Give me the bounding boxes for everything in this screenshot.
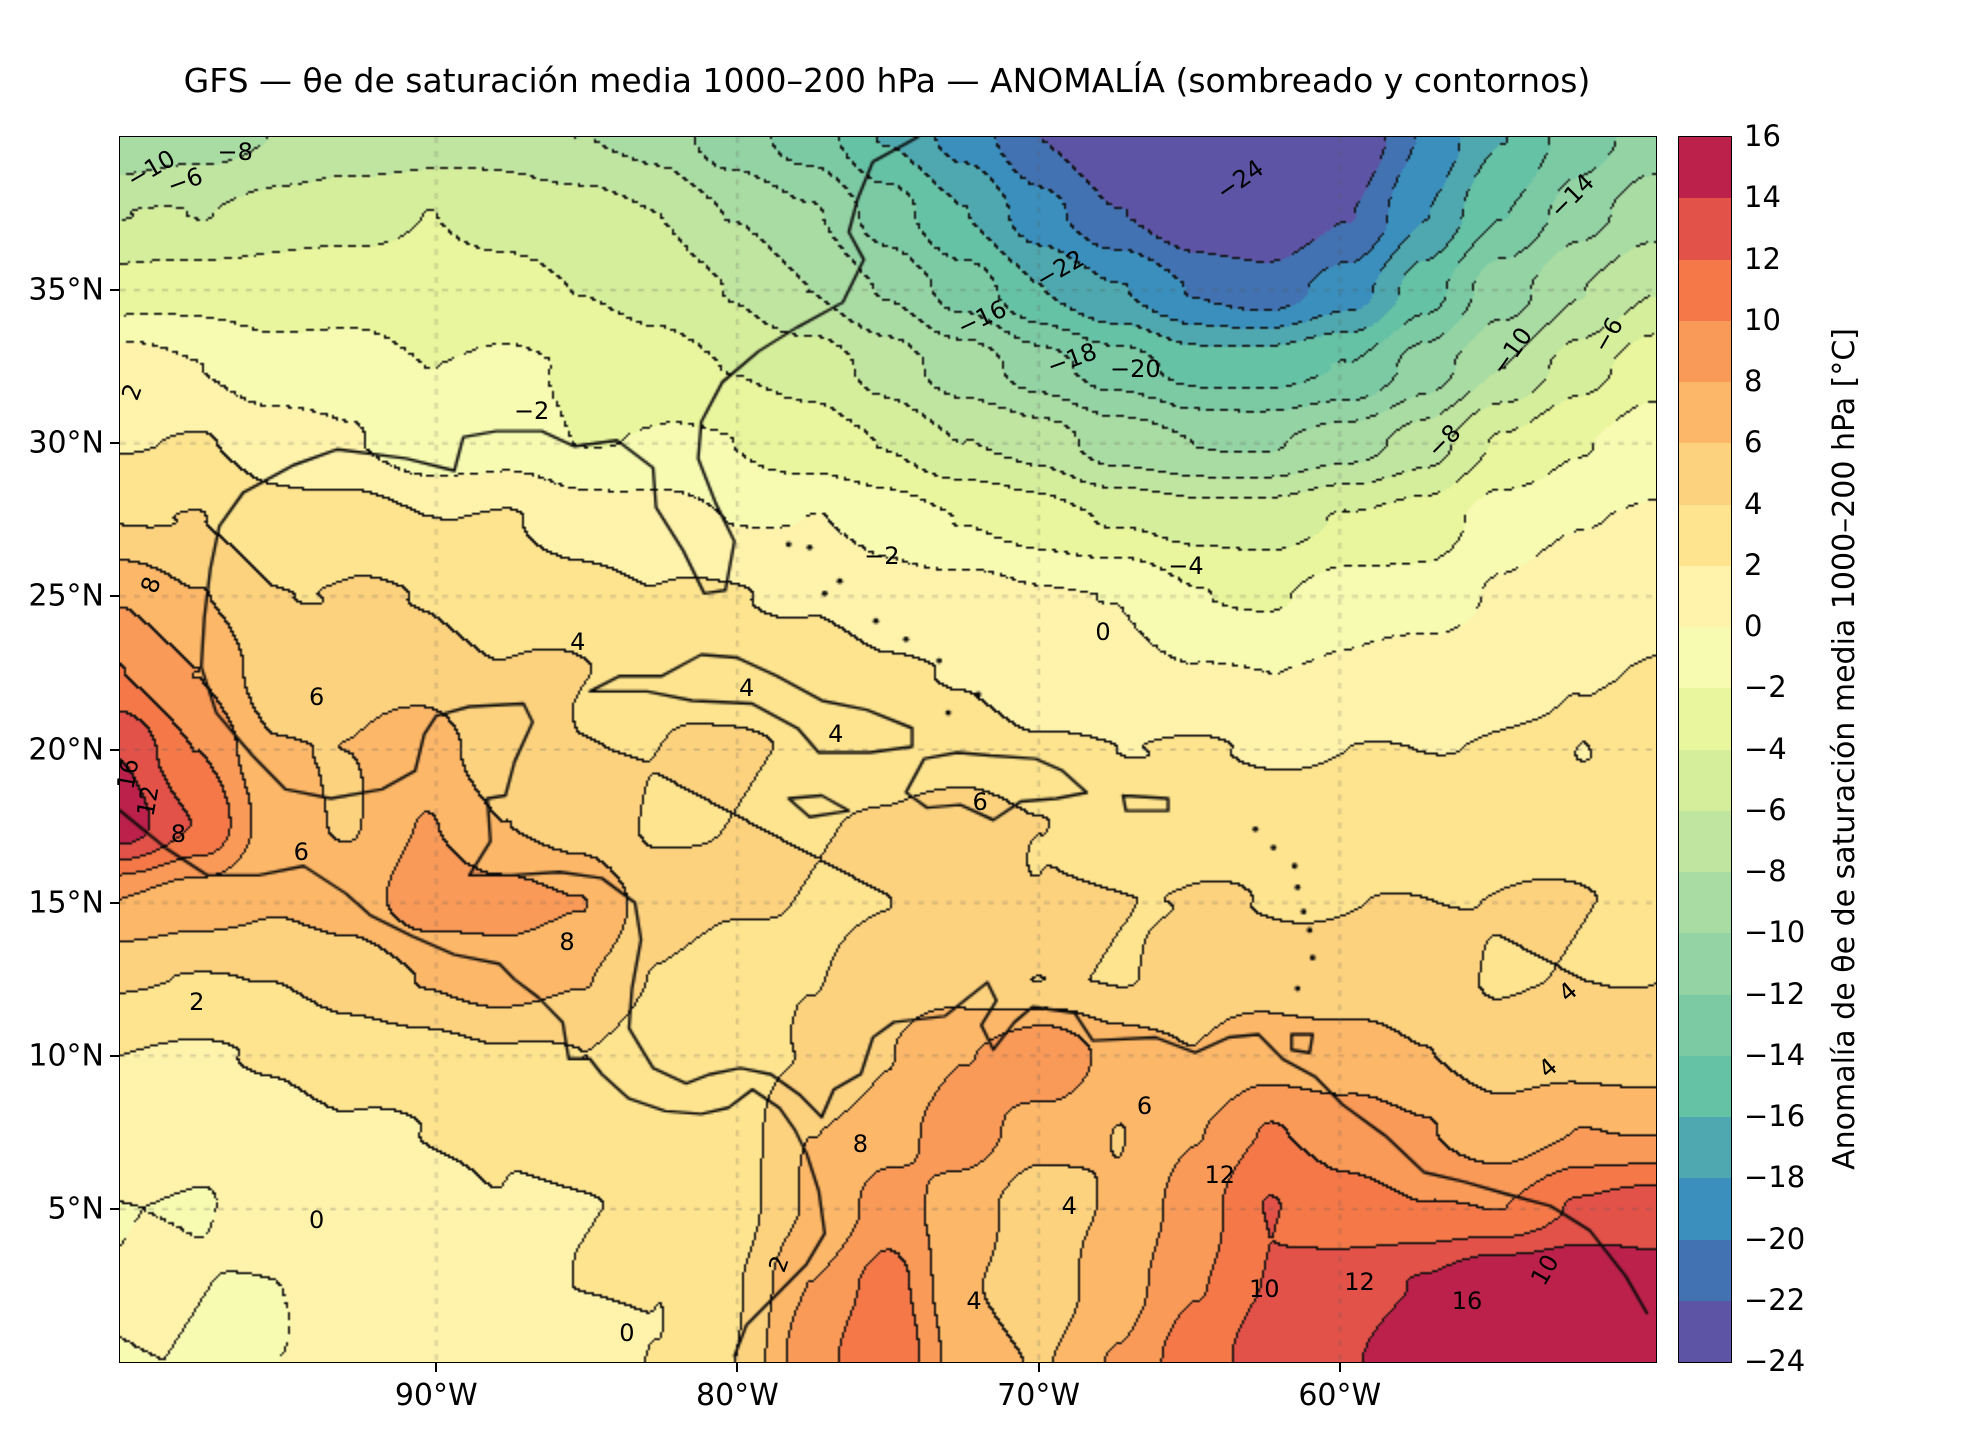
y-tick-label: 25°N (28, 578, 104, 614)
y-tick-label: 20°N (28, 732, 104, 767)
colorbar-segment (1679, 443, 1731, 505)
colorbar-segment (1679, 504, 1731, 566)
colorbar-segment (1679, 810, 1731, 872)
colorbar-tick-label: −10 (1744, 915, 1806, 950)
colorbar-ticks: 16 14 12 10 8 6 4 2 0 −2 −4 −6 −8 −10 −12 −14 −16 −18 −20 −… (1744, 119, 1834, 1378)
colorbar-axis-label-text: Anomalía de θe de saturación media 1000–… (1826, 327, 1862, 1170)
y-tick-label: 35°N (28, 272, 104, 308)
colorbar-tick-label: −6 (1744, 792, 1787, 827)
y-tick-label: 5°N (47, 1191, 104, 1227)
colorbar-tick-label: −4 (1744, 731, 1787, 766)
colorbar-segment (1679, 1178, 1731, 1240)
x-tick-label: 70°W (997, 1378, 1080, 1413)
colorbar-segment (1679, 320, 1731, 382)
y-tick-mark (110, 1207, 120, 1210)
colorbar-tick-label: −2 (1744, 670, 1787, 705)
colorbar-segment (1679, 749, 1731, 811)
y-tick-label: 15°N (28, 885, 104, 921)
y-tick-mark (110, 289, 120, 292)
colorbar-segment (1679, 382, 1731, 444)
colorbar-segment (1679, 994, 1731, 1056)
chart-title: GFS — θe de saturación media 1000–200 hP… (183, 61, 1591, 100)
colorbar-tick-label: −24 (1744, 1344, 1806, 1378)
colorbar-segment (1679, 872, 1731, 934)
colorbar-segment (1679, 565, 1731, 627)
colorbar-tick-label: 12 (1744, 241, 1781, 276)
colorbar-segment (1679, 933, 1731, 995)
colorbar-tick-label: 14 (1744, 180, 1781, 215)
x-tick-label: 80°W (695, 1378, 779, 1413)
colorbar-tick-label: 0 (1744, 609, 1763, 643)
colorbar-tick-label: 2 (1744, 547, 1763, 582)
colorbar-segment (1679, 1055, 1731, 1117)
y-tick-label: 10°N (28, 1038, 104, 1074)
x-tick-label: 90°W (394, 1378, 478, 1413)
x-tick-mark (435, 1362, 438, 1372)
colorbar-tick-label: −22 (1744, 1282, 1806, 1317)
x-tick-mark (1037, 1362, 1040, 1372)
colorbar-tick-label: −14 (1744, 1037, 1806, 1072)
colorbar-segment (1679, 1239, 1731, 1301)
y-tick-mark (110, 748, 120, 751)
x-tick-mark (736, 1362, 739, 1372)
colorbar-axis-label: Anomalía de θe de saturación media 1000–… (1822, 136, 1866, 1361)
y-tick-mark (110, 595, 120, 598)
colorbar-tick-label: −12 (1744, 976, 1806, 1011)
x-tick-label: 60°W (1298, 1378, 1382, 1413)
anomaly-field-canvas (120, 137, 1656, 1362)
colorbar-tick-label: 8 (1744, 364, 1763, 398)
colorbar-tick-label: −18 (1744, 1160, 1806, 1195)
colorbar-segment (1679, 688, 1731, 750)
colorbar-tick-label: 6 (1744, 425, 1763, 460)
colorbar-tick-label: 16 (1744, 119, 1781, 153)
y-tick-label: 30°N (28, 425, 104, 461)
colorbar-tick-label: −20 (1744, 1221, 1806, 1256)
x-tick-mark (1338, 1362, 1341, 1372)
colorbar-segment (1679, 627, 1731, 689)
colorbar-segment (1679, 137, 1731, 199)
colorbar-tick-label: −8 (1744, 854, 1787, 888)
colorbar-tick-label: 10 (1744, 302, 1781, 337)
colorbar-segment (1679, 198, 1731, 260)
colorbar-tick-label: −16 (1744, 1099, 1806, 1133)
plot-area: −10 −8 −6 −24 −14 −22 −16 −18 −20 −6 −10 −2 −8 −2 −4 2 0… (28, 136, 1657, 1413)
colorbar (1678, 136, 1732, 1363)
colorbar-segment (1679, 1117, 1731, 1179)
colorbar-tick-label: 4 (1744, 486, 1763, 521)
y-tick-mark (110, 901, 120, 904)
y-tick-mark (110, 442, 120, 445)
colorbar-segment (1679, 259, 1731, 321)
colorbar-segment (1679, 1300, 1731, 1362)
y-tick-mark (110, 1054, 120, 1057)
